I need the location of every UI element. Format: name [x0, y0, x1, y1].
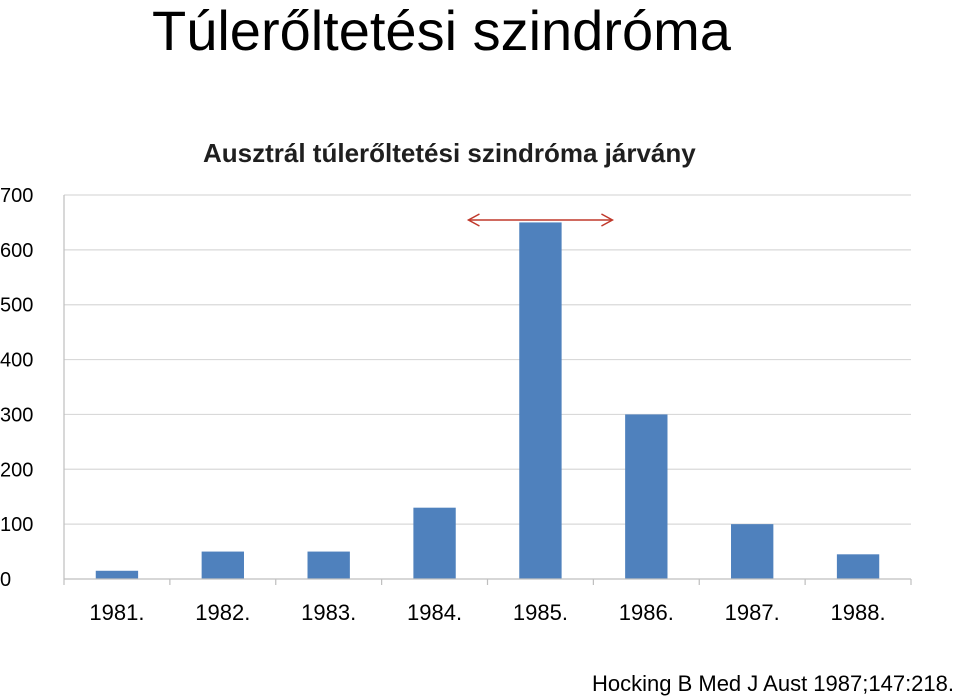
annotation-arrowhead-right — [601, 213, 614, 227]
bar-1983 — [307, 551, 350, 579]
x-tick-label-1987: 1987. — [725, 600, 780, 625]
annotation — [466, 213, 614, 227]
x-tick-label-1985: 1985. — [513, 600, 568, 625]
y-tick-label-100: 100 — [0, 514, 33, 536]
bar-1986 — [625, 414, 668, 579]
x-tick-label-1982: 1982. — [195, 600, 250, 625]
citation: Hocking B Med J Aust 1987;147:218. — [591, 671, 954, 696]
bar-1987 — [731, 524, 774, 579]
y-tick-label-700: 700 — [0, 185, 33, 207]
y-tick-label-0: 0 — [0, 569, 11, 591]
axes — [63, 195, 912, 585]
y-tick-label-200: 200 — [0, 459, 33, 481]
bar-1984 — [413, 507, 456, 579]
x-tick-label-1983: 1983. — [301, 600, 356, 625]
bar-1985 — [519, 222, 562, 579]
y-tick-label-300: 300 — [0, 404, 33, 426]
chart-title: Ausztrál túlerőltetési szindróma járvány — [203, 138, 696, 168]
y-tick-label-400: 400 — [0, 350, 33, 372]
gridlines — [64, 194, 911, 525]
bar-1982 — [201, 551, 244, 579]
y-tick-label-500: 500 — [0, 295, 33, 317]
bar-1988 — [836, 554, 880, 579]
bar-1981 — [95, 570, 139, 579]
x-tick-label-1981: 1981. — [89, 600, 144, 625]
tick-labels: 0 100 200 300 400 500 600 700 1981. 1982. 1983. 198… — [0, 185, 886, 625]
bars — [95, 222, 880, 579]
x-tick-label-1984: 1984. — [407, 600, 462, 625]
x-tick-label-1986: 1986. — [619, 600, 674, 625]
slide-title: Túlerőltetési szindróma — [152, 0, 731, 62]
x-tick-label-1988: 1988. — [831, 600, 886, 625]
annotation-arrowhead-left — [466, 213, 480, 227]
y-tick-label-600: 600 — [0, 240, 33, 262]
